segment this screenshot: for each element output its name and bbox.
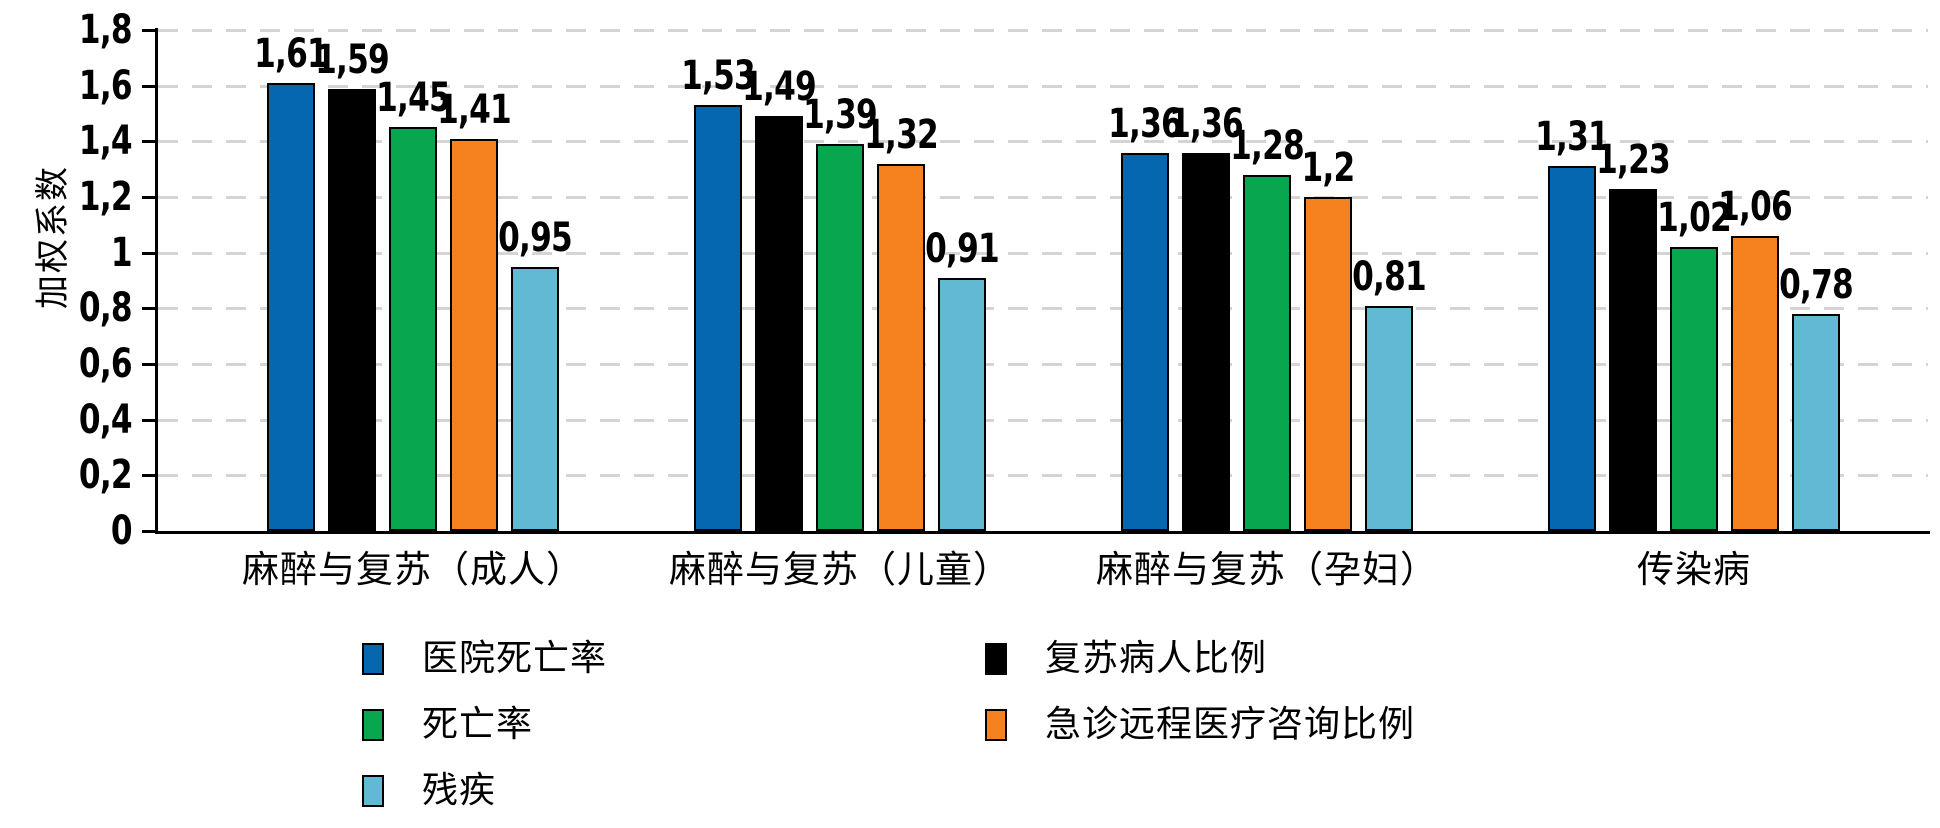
bar-5-group-1	[511, 266, 559, 531]
bar-value-label: 1,28	[1230, 122, 1305, 169]
y-tick-label: 0,4	[79, 396, 133, 443]
bar-value-label: 0,91	[925, 225, 1000, 272]
y-tick-label: 1,2	[79, 174, 133, 221]
gridline	[158, 140, 1928, 144]
bar-2-group-1	[328, 88, 376, 531]
y-tick-label: 0,2	[79, 452, 133, 499]
gridline	[158, 307, 1928, 311]
legend-swatch	[985, 643, 1007, 675]
legend-label: 残疾	[422, 770, 497, 811]
bar-1-group-2	[694, 105, 742, 531]
bar-value-label: 1,06	[1718, 184, 1793, 230]
bar-2-group-2	[755, 116, 803, 531]
legend-swatch	[362, 643, 384, 675]
bar-value-label: 1,02	[1657, 195, 1732, 242]
legend-swatch	[362, 709, 384, 741]
gridline	[158, 418, 1928, 422]
bar-value-label: 0,95	[498, 214, 573, 261]
bar-value-label: 1,23	[1596, 136, 1671, 183]
bar-5-group-4	[1792, 313, 1840, 531]
bar-3-group-1	[389, 127, 437, 531]
bar-value-label: 1,49	[742, 64, 817, 111]
bar-1-group-3	[1121, 152, 1169, 531]
y-tick-label: 0	[111, 508, 133, 554]
bar-value-label: 0,78	[1779, 261, 1854, 308]
y-axis-tick	[142, 84, 156, 88]
bar-3-group-4	[1670, 247, 1718, 531]
y-axis-tick	[142, 474, 156, 478]
bar-value-label: 1,2	[1301, 145, 1356, 192]
y-axis-tick	[142, 29, 156, 33]
y-axis-tick	[142, 196, 156, 200]
category-label: 麻醉与复苏（成人）	[242, 548, 584, 591]
bar-4-group-1	[450, 138, 498, 531]
gridline	[158, 29, 1928, 33]
gridline	[158, 196, 1928, 200]
bar-value-label: 1,36	[1108, 100, 1183, 147]
bar-3-group-3	[1243, 174, 1291, 531]
bar-2-group-3	[1182, 152, 1230, 531]
y-tick-label: 1,6	[79, 62, 133, 109]
gridline	[158, 251, 1928, 255]
bar-4-group-4	[1731, 236, 1779, 531]
bar-3-group-2	[816, 144, 864, 531]
y-tick-label: 1,8	[79, 7, 133, 54]
y-axis-tick	[142, 140, 156, 144]
gridline	[158, 84, 1928, 88]
bar-value-label: 1,45	[376, 75, 451, 122]
y-axis-tick	[142, 307, 156, 311]
bar-value-label: 1,39	[803, 92, 878, 139]
y-tick-label: 1	[111, 229, 133, 276]
bar-4-group-2	[877, 163, 925, 531]
bar-value-label: 1,41	[437, 86, 512, 133]
bar-value-label: 1,59	[315, 36, 390, 83]
x-axis-line	[155, 531, 1930, 534]
category-label: 麻醉与复苏（儿童）	[669, 548, 1011, 591]
y-axis-line	[155, 28, 158, 533]
bar-value-label: 1,61	[254, 30, 329, 77]
category-label: 传染病	[1637, 548, 1751, 591]
legend-swatch	[362, 775, 384, 807]
y-tick-label: 1,4	[79, 118, 133, 165]
y-axis-tick	[142, 363, 156, 367]
bar-value-label: 0,81	[1352, 253, 1427, 300]
legend-label: 医院死亡率	[422, 638, 608, 679]
y-axis-tick	[142, 251, 156, 255]
y-axis-tick	[142, 530, 156, 533]
bar-1-group-1	[267, 82, 315, 531]
y-tick-label: 0,6	[79, 341, 133, 388]
bar-2-group-4	[1609, 188, 1657, 531]
legend-swatch	[985, 709, 1007, 741]
bar-1-group-4	[1548, 166, 1596, 531]
bar-4-group-3	[1304, 197, 1352, 531]
bar-value-label: 1,36	[1169, 100, 1244, 147]
legend-label: 死亡率	[422, 704, 534, 745]
y-tick-label: 0,8	[79, 285, 133, 332]
bar-5-group-3	[1365, 305, 1413, 531]
category-label: 麻醉与复苏（孕妇）	[1096, 548, 1438, 591]
bar-5-group-2	[938, 277, 986, 531]
bar-value-label: 1,53	[681, 53, 756, 100]
legend-label: 复苏病人比例	[1045, 638, 1268, 679]
bar-value-label: 1,31	[1535, 114, 1610, 161]
legend-label: 急诊远程医疗咨询比例	[1045, 704, 1416, 745]
gridline	[158, 474, 1928, 478]
bar-value-label: 1,32	[864, 111, 939, 158]
y-axis-tick	[142, 418, 156, 422]
gridline	[158, 363, 1928, 367]
